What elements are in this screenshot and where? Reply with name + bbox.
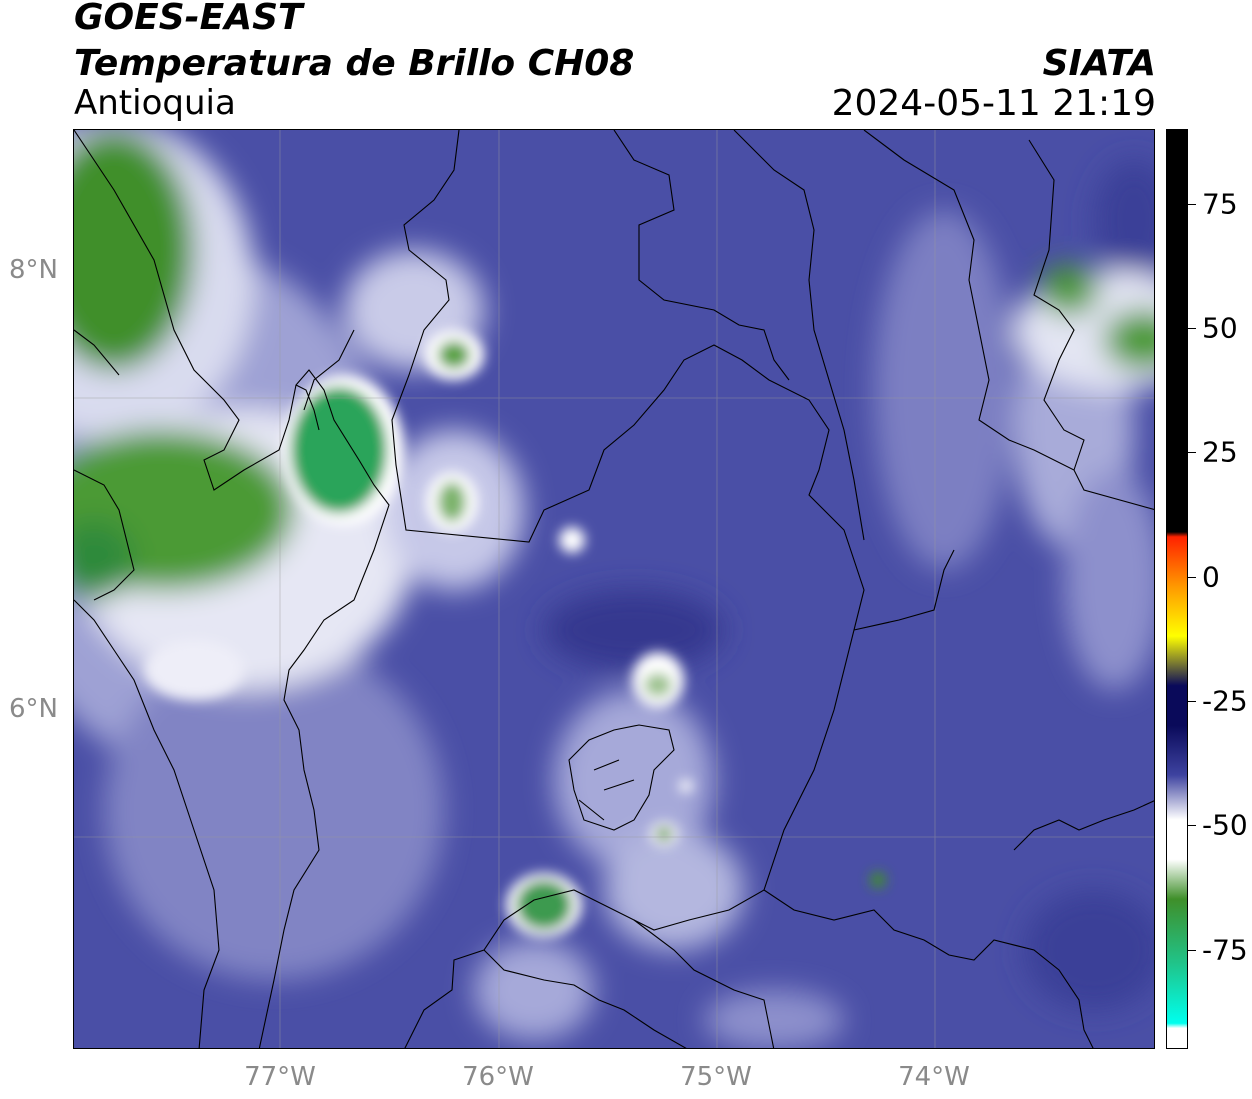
valle-aburra-outline: [568, 724, 675, 831]
colorbar-tick-label: 25: [1202, 435, 1238, 469]
colorbar-tick-label: -50: [1202, 808, 1248, 842]
antioquia-boundary: [391, 130, 865, 1048]
boundary-lines: [74, 130, 1154, 1048]
gulf-outline: [74, 329, 220, 1048]
brightness-temperature-field: [74, 130, 1154, 1048]
lon-label-75w: 75°W: [680, 1062, 752, 1092]
satellite-title: GOES-EAST: [74, 0, 303, 38]
colorbar-tick-mark: [1188, 452, 1196, 454]
colorbar-tick-label: 50: [1202, 311, 1238, 345]
colorbar: [1166, 129, 1188, 1049]
colorbar-tick-mark: [1188, 576, 1196, 578]
organization-label: SIATA: [1042, 43, 1156, 84]
department-boundary-east: [613, 130, 1154, 631]
region-title: Antioquia: [74, 83, 236, 123]
lon-label-77w: 77°W: [244, 1062, 316, 1092]
map-gridlines: [74, 130, 1154, 1048]
coastline: [74, 130, 390, 1048]
colorbar-tick-mark: [1188, 203, 1196, 205]
lon-label-74w: 74°W: [898, 1062, 970, 1092]
satellite-map[interactable]: [73, 129, 1155, 1049]
colorbar-tick-label: -25: [1202, 684, 1248, 718]
colorbar-tick-mark: [1188, 700, 1196, 702]
colorbar-tick-label: 75: [1202, 187, 1238, 221]
colorbar-tick-label: -75: [1202, 933, 1248, 967]
department-boundary-south: [483, 800, 1154, 1048]
colorbar-tick-mark: [1188, 825, 1196, 827]
lat-label-6n: 6°N: [9, 694, 58, 724]
timestamp-label: 2024-05-11 21:19: [831, 83, 1156, 124]
product-title: Temperatura de Brillo CH08: [74, 43, 635, 84]
colorbar-tick-label: 0: [1202, 560, 1220, 594]
convective-cells: [144, 330, 886, 937]
inland-river: [295, 329, 355, 431]
colorbar-tick-mark: [1188, 327, 1196, 329]
colorbar-tick-mark: [1188, 949, 1196, 951]
lat-label-8n: 8°N: [9, 255, 58, 285]
lon-label-76w: 76°W: [462, 1062, 534, 1092]
